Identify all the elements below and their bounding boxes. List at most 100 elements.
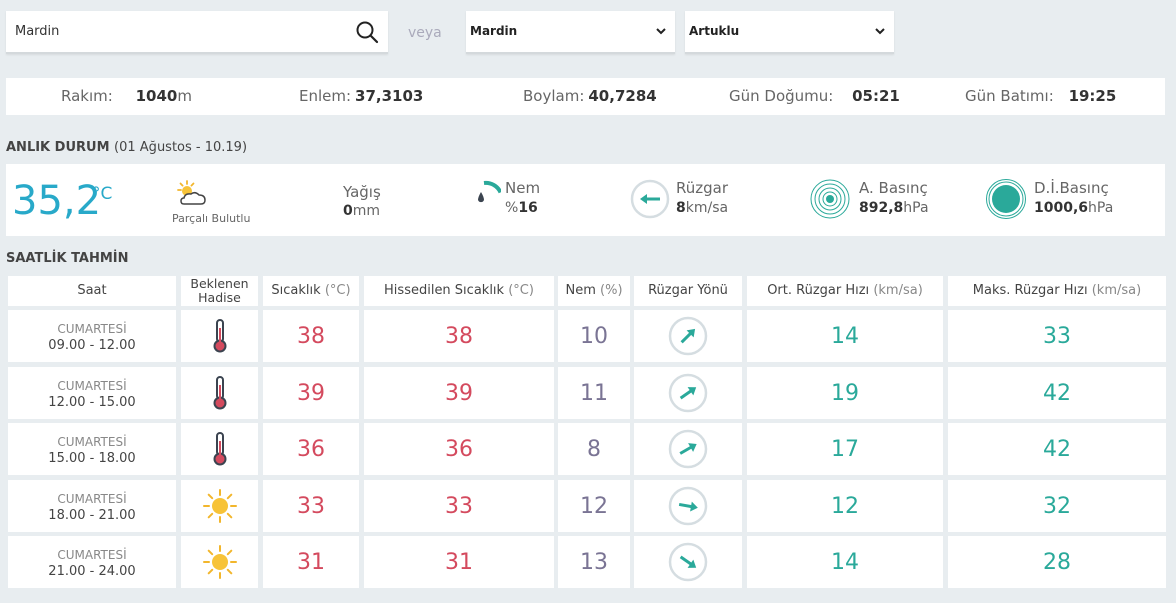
feels-value: 31 — [445, 550, 473, 575]
wind-max-value: 42 — [1043, 437, 1071, 462]
city-select-value: Mardin — [470, 24, 518, 38]
wind-arrow-icon — [668, 316, 708, 356]
wind-direction-cell — [634, 536, 742, 588]
wind-avg-cell: 14 — [747, 310, 943, 362]
temp-cell: 39 — [263, 366, 359, 419]
feels-cell: 31 — [364, 536, 554, 588]
humidity-value: 10 — [580, 324, 608, 349]
wind-arrow-icon — [668, 542, 708, 582]
current-condition-label: Parçalı Bulutlu — [172, 212, 251, 225]
time-cell: CUMARTESİ 09.00 - 12.00 — [8, 310, 176, 362]
current-conditions-panel: 35,2 °C Parçalı Bulutlu Yağış 0mm Nem %1… — [6, 164, 1165, 236]
temp-cell: 33 — [263, 479, 359, 532]
latitude-info: Enlem: 37,3103 — [299, 87, 424, 105]
sunset-info: Gün Batımı: 19:25 — [965, 87, 1117, 105]
wind-direction-icon — [630, 179, 670, 219]
temp-cell: 31 — [263, 536, 359, 588]
wind-max-value: 42 — [1043, 380, 1071, 406]
temp-value: 31 — [297, 550, 325, 575]
thermometer-icon — [213, 432, 226, 466]
current-section-title: ANLIK DURUM (01 Ağustos - 10.19) — [6, 140, 248, 155]
header-temp: Sıcaklık (°C) — [263, 276, 359, 306]
humidity-value: 8 — [587, 437, 601, 462]
wind-avg-value: 17 — [831, 437, 859, 462]
sea-level-pressure-icon — [986, 179, 1026, 219]
humidity-cell: 10 — [558, 310, 630, 362]
rain-value: 0mm — [343, 203, 381, 219]
wind-max-cell: 28 — [948, 536, 1166, 588]
wind-max-value: 33 — [1043, 324, 1071, 349]
temp-value: 39 — [297, 380, 325, 406]
wind-max-value: 32 — [1043, 493, 1071, 519]
day-label: CUMARTESİ — [57, 378, 127, 393]
wind-arrow-icon — [668, 486, 708, 525]
altitude-info: Rakım: 1040m — [61, 87, 192, 105]
header-humidity: Nem (%) — [558, 276, 630, 306]
humidity-cell: 12 — [558, 479, 630, 532]
hours-label: 21.00 - 24.00 — [48, 564, 136, 579]
event-cell — [181, 366, 258, 419]
header-wind-max: Maks. Rüzgar Hızı (km/sa) — [948, 276, 1166, 306]
wind-avg-value: 19 — [831, 380, 859, 406]
search-icon[interactable] — [354, 19, 380, 45]
feels-cell: 36 — [364, 423, 554, 475]
event-cell — [181, 423, 258, 475]
temp-value: 38 — [297, 324, 325, 349]
feels-value: 36 — [445, 437, 473, 462]
wind-avg-cell: 17 — [747, 423, 943, 475]
separator-text: veya — [408, 25, 442, 41]
wind-direction-cell — [634, 423, 742, 475]
chevron-down-icon — [875, 28, 885, 35]
wind-max-cell: 32 — [948, 479, 1166, 532]
feels-cell: 33 — [364, 479, 554, 532]
header-wind-avg: Ort. Rüzgar Hızı (km/sa) — [747, 276, 943, 306]
current-temperature: 35,2 — [12, 178, 102, 224]
wind-max-cell: 42 — [948, 366, 1166, 419]
city-select[interactable]: Mardin — [466, 11, 675, 54]
wind-avg-value: 12 — [831, 493, 859, 519]
hours-label: 15.00 - 18.00 — [48, 451, 136, 466]
humidity-icon — [478, 180, 501, 203]
wind-max-value: 28 — [1043, 550, 1071, 575]
rain-label: Yağış — [343, 183, 381, 201]
location-info-bar: Rakım: 1040m Enlem: 37,3103 Boylam: 40,728… — [6, 78, 1165, 115]
pressure-label: A. Basınç — [859, 179, 928, 197]
wind-avg-cell: 14 — [747, 536, 943, 588]
humidity-cell: 8 — [558, 423, 630, 475]
header-time: Saat — [8, 276, 176, 306]
day-label: CUMARTESİ — [57, 548, 127, 562]
sunrise-info: Gün Doğumu: 05:21 — [729, 87, 900, 105]
header-feels: Hissedilen Sıcaklık (°C) — [364, 276, 554, 306]
wind-direction-cell — [634, 479, 742, 532]
chevron-down-icon — [656, 28, 666, 35]
thermometer-icon — [213, 319, 226, 353]
day-label: CUMARTESİ — [57, 435, 127, 449]
sea-pressure-value: 1000,6hPa — [1034, 200, 1114, 216]
feels-cell: 38 — [364, 310, 554, 362]
pressure-icon — [810, 179, 850, 219]
longitude-info: Boylam: 40,7284 — [523, 87, 657, 105]
humidity-label: Nem — [505, 179, 541, 197]
temp-cell: 38 — [263, 310, 359, 362]
wind-arrow-icon — [668, 429, 708, 469]
sea-pressure-label: D.İ.Basınç — [1034, 179, 1109, 197]
district-select[interactable]: Artuklu — [685, 11, 894, 54]
hours-label: 18.00 - 21.00 — [48, 507, 136, 523]
event-cell — [181, 310, 258, 362]
sun-icon — [202, 488, 237, 523]
time-cell: CUMARTESİ 18.00 - 21.00 — [8, 479, 176, 532]
location-search-input[interactable] — [6, 11, 326, 52]
wind-arrow-icon — [668, 373, 708, 412]
header-event: Beklenen Hadise — [181, 276, 258, 306]
humidity-value: 12 — [580, 493, 608, 519]
wind-avg-value: 14 — [831, 324, 859, 349]
wind-max-cell: 33 — [948, 310, 1166, 362]
humidity-value: 13 — [580, 550, 608, 575]
day-label: CUMARTESİ — [57, 322, 127, 336]
wind-avg-cell: 19 — [747, 366, 943, 419]
event-cell — [181, 536, 258, 588]
partly-cloudy-icon — [177, 180, 206, 205]
day-label: CUMARTESİ — [57, 491, 127, 506]
wind-avg-cell: 12 — [747, 479, 943, 532]
wind-label: Rüzgar — [676, 179, 729, 197]
